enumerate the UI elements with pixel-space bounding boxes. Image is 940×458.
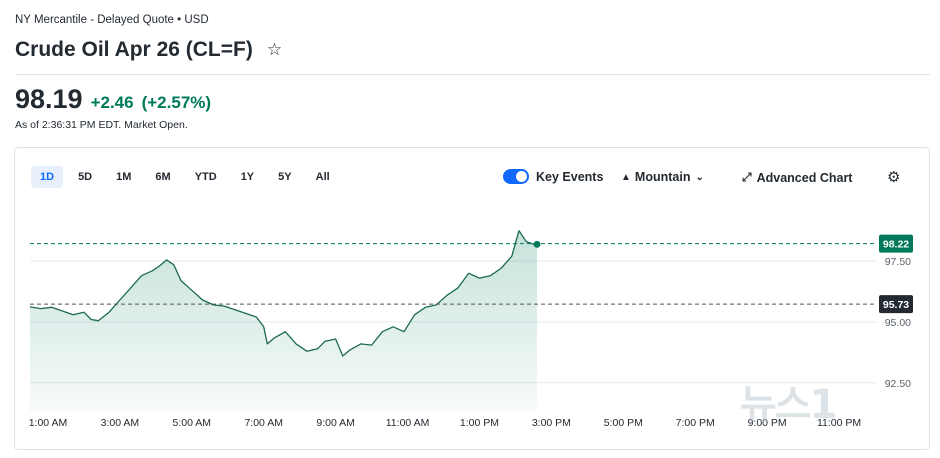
price-change: +2.46: [90, 93, 134, 112]
expand-icon: ⤢: [742, 170, 752, 184]
x-tick-label: 11:00 PM: [817, 417, 861, 429]
range-tab-6m[interactable]: 6M: [155, 171, 171, 183]
x-tick-label: 3:00 PM: [532, 417, 571, 429]
current-price-tag-background: [879, 234, 913, 253]
x-tick-label: 5:00 PM: [604, 417, 643, 429]
range-tab-ytd[interactable]: YTD: [194, 171, 217, 183]
x-tick-label: 1:00 PM: [460, 417, 499, 429]
advanced-chart-label: Advanced Chart: [756, 170, 853, 185]
x-tick-label: 3:00 AM: [101, 417, 140, 429]
x-tick-label: 11:00 AM: [386, 417, 430, 429]
advanced-chart-button[interactable]: ⤢ Advanced Chart: [742, 170, 852, 185]
chart-type-dropdown[interactable]: ▲ Mountain ⌄: [621, 170, 704, 184]
x-tick-label: 1:00 AM: [29, 417, 68, 429]
current-price-tag: 98.22: [883, 239, 909, 251]
x-tick-label: 9:00 AM: [316, 417, 355, 429]
price: 98.19: [15, 84, 83, 114]
y-tick-label: 95.00: [885, 317, 911, 329]
previous-close-tag: 95.73: [883, 299, 909, 311]
mountain-icon: ▲: [621, 171, 631, 183]
x-tick-label: 7:00 AM: [244, 417, 283, 429]
y-tick-label: 97.50: [885, 256, 911, 268]
chart-type-label: Mountain: [634, 170, 691, 184]
chart-card: 1D 5D 1M 6M YTD 1Y 5Y All Key Events ▲ M…: [14, 147, 930, 450]
previous-close-tag-background: [879, 295, 913, 314]
exchange-info: NY Mercantile - Delayed Quote • USD: [15, 14, 209, 26]
key-events-control: Key Events: [503, 169, 603, 184]
last-price-marker: [533, 240, 541, 248]
price-area: [30, 230, 537, 412]
range-tab-1y[interactable]: 1Y: [240, 171, 255, 183]
key-events-label: Key Events: [536, 169, 604, 184]
price-line: [29, 230, 538, 357]
key-events-toggle[interactable]: [503, 169, 529, 184]
watermark-logo: 뉴스1: [740, 382, 837, 428]
x-tick-label: 5:00 AM: [173, 417, 212, 429]
range-tab-all[interactable]: All: [315, 171, 330, 183]
as-of-time: As of 2:36:31 PM EDT. Market Open.: [15, 119, 188, 131]
range-tab-1d[interactable]: 1D: [31, 166, 64, 188]
range-tab-5y[interactable]: 5Y: [278, 171, 292, 183]
y-tick-label: 92.50: [885, 378, 911, 390]
price-change-percent: (+2.57%): [141, 93, 212, 112]
x-tick-label: 7:00 PM: [676, 417, 715, 429]
range-tab-5d[interactable]: 5D: [78, 171, 93, 183]
chevron-down-icon: ⌄: [695, 171, 704, 183]
quote-row: 98.19 +2.46 (+2.57%): [15, 84, 211, 115]
x-tick-label: 9:00 PM: [748, 417, 787, 429]
range-tabs: 1D 5D 1M 6M YTD 1Y 5Y All: [31, 166, 339, 188]
title-row: Crude Oil Apr 26 (CL=F) ☆: [15, 38, 282, 62]
range-tab-1m[interactable]: 1M: [116, 171, 132, 183]
star-icon[interactable]: ☆: [266, 40, 283, 59]
gear-icon[interactable]: ⚙: [887, 169, 901, 186]
page-title: Crude Oil Apr 26 (CL=F): [15, 38, 253, 61]
header-divider: [15, 74, 930, 75]
